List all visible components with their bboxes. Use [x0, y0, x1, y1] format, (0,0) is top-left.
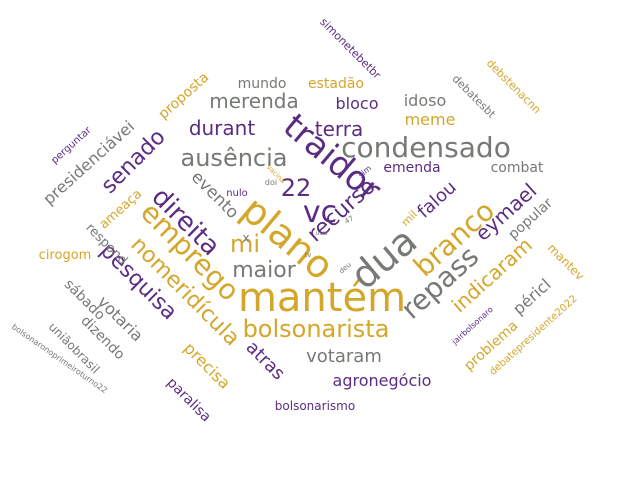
cloud-word: mantém: [237, 275, 407, 321]
cloud-word: usar: [315, 230, 329, 237]
cloud-word: estadão: [307, 76, 364, 92]
cloud-word: vc: [302, 195, 338, 230]
cloud-word: durant: [188, 116, 256, 140]
cloud-word: mantev: [544, 240, 588, 284]
cloud-word: falou: [412, 176, 461, 223]
cloud-word: proposta: [155, 69, 213, 123]
cloud-word: paralisa: [163, 374, 215, 426]
cloud-word: bolsonarismo: [274, 399, 356, 413]
cloud-word: merenda: [209, 89, 299, 113]
cloud-word: mundo: [237, 76, 287, 92]
cloud-word: maior: [232, 258, 296, 283]
cloud-word: doi: [264, 178, 278, 187]
cloud-word: ausência: [180, 144, 288, 172]
cloud-word: atras: [241, 336, 290, 385]
cloud-word: votaram: [306, 346, 382, 367]
cloud-word: emenda: [383, 160, 441, 176]
cloud-word: bloco: [335, 94, 379, 113]
cloud-word: condensado: [341, 131, 511, 164]
cloud-word: x: [242, 231, 250, 245]
cloud-word: debatesbt: [449, 71, 499, 121]
cloud-word: terra: [314, 117, 364, 141]
cloud-word: agronegócio: [332, 371, 432, 390]
cloud-word: ameaça: [96, 186, 146, 232]
cloud-word: meme: [404, 110, 456, 129]
cloud-word: cirogom: [38, 247, 92, 263]
cloud-word: combat: [490, 160, 544, 176]
cloud-word: tv: [304, 250, 312, 259]
cloud-word: simonetebetbr: [316, 14, 384, 82]
cloud-word: nulo: [226, 188, 248, 199]
cloud-word: péricl: [508, 274, 555, 319]
cloud-word: idoso: [403, 91, 447, 110]
cloud-word: bolsonarista: [242, 315, 390, 343]
cloud-word: 22: [280, 174, 312, 202]
cloud-word: mi: [229, 230, 261, 258]
